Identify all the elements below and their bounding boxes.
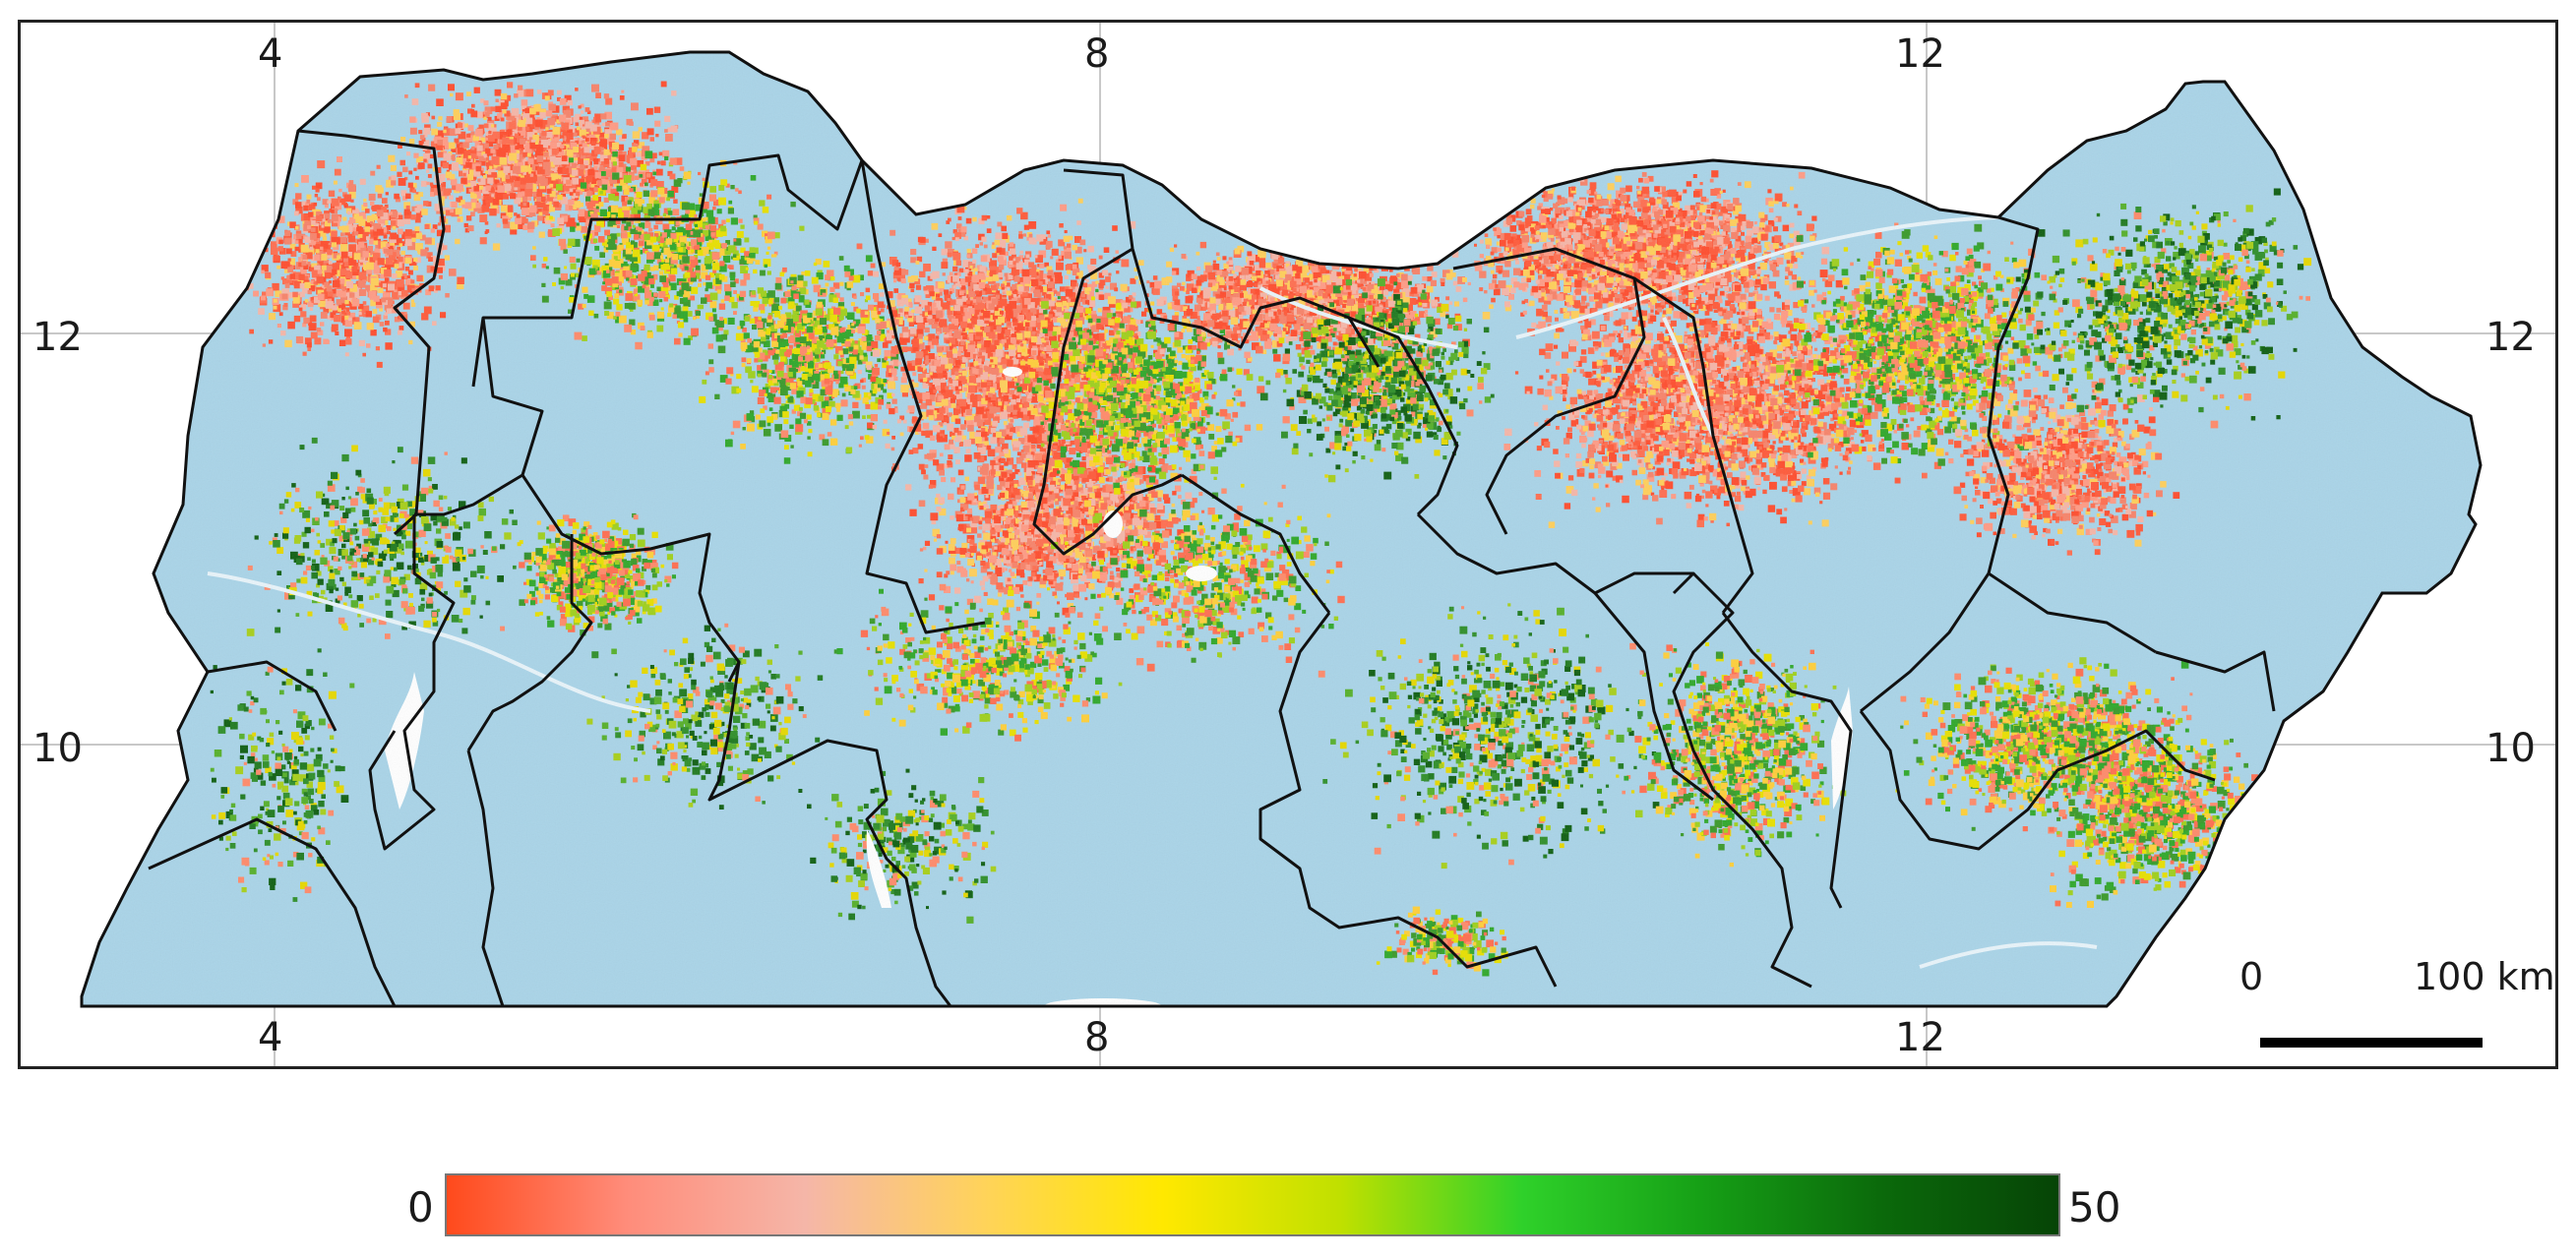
cropland-speck — [249, 204, 256, 210]
cropland-speck — [267, 210, 272, 214]
map-canvas — [21, 23, 2555, 1066]
cropland-speck — [241, 245, 249, 252]
cropland-speck — [233, 271, 241, 279]
cropland-speck — [252, 250, 260, 257]
map-frame: 4 8 12 4 8 12 12 10 12 10 0 100 km — [18, 20, 2558, 1069]
cropland-speck — [250, 252, 256, 259]
cropland-speck — [263, 171, 269, 177]
cropland-speck — [250, 267, 255, 270]
cropland-speck — [254, 250, 258, 254]
cropland-speck — [251, 231, 256, 236]
cropland-speck — [253, 236, 258, 241]
cropland-speck — [236, 248, 243, 255]
cropland-speck — [266, 228, 271, 233]
cropland-speck — [264, 221, 272, 228]
cropland-speck — [260, 243, 264, 248]
cropland-speck — [258, 218, 263, 223]
cropland-speck — [250, 235, 254, 240]
cropland-speck — [266, 180, 274, 188]
cropland-speck — [250, 226, 257, 233]
